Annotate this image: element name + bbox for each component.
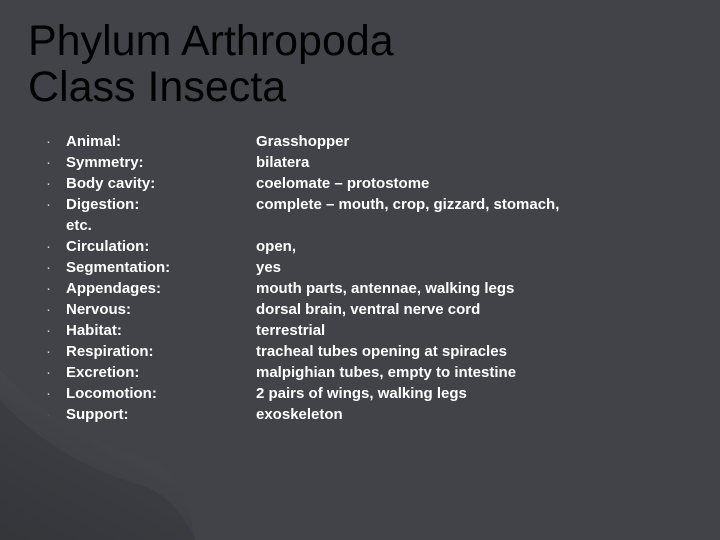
characteristic-value: exoskeleton (256, 406, 692, 423)
bullet-icon: · (46, 259, 66, 276)
characteristic-label: Animal: (66, 133, 256, 150)
list-item: ·Respiration:tracheal tubes opening at s… (46, 343, 692, 360)
bullet-icon: · (46, 238, 66, 255)
bullet-icon: · (46, 175, 66, 192)
characteristic-label: Appendages: (66, 280, 256, 297)
bullet-icon: · (46, 406, 66, 423)
characteristic-value: tracheal tubes opening at spiracles (256, 343, 692, 360)
list-item: ·Appendages:mouth parts, antennae, walki… (46, 280, 692, 297)
bullet-icon: · (46, 301, 66, 318)
list-item-continuation: etc. (46, 217, 692, 234)
characteristic-label: Symmetry: (66, 154, 256, 171)
characteristic-value: dorsal brain, ventral nerve cord (256, 301, 692, 318)
bullet-icon: · (46, 280, 66, 297)
characteristic-label: Habitat: (66, 322, 256, 339)
list-item: ·Segmentation:yes (46, 259, 692, 276)
list-item: ·Support:exoskeleton (46, 406, 692, 423)
characteristic-label: Locomotion: (66, 385, 256, 402)
title-line-2: Class Insecta (28, 63, 286, 111)
characteristic-label: Digestion: (66, 196, 256, 213)
list-item: ·Habitat:terrestrial (46, 322, 692, 339)
bullet-icon: · (46, 364, 66, 381)
characteristic-value: mouth parts, antennae, walking legs (256, 280, 692, 297)
characteristic-label: Nervous: (66, 301, 256, 318)
bullet-icon: · (46, 343, 66, 360)
characteristic-label: Support: (66, 406, 256, 423)
characteristic-value: Grasshopper (256, 133, 692, 150)
bullet-icon: · (46, 154, 66, 171)
characteristic-label: Circulation: (66, 238, 256, 255)
characteristic-value: malpighian tubes, empty to intestine (256, 364, 692, 381)
characteristic-label: Segmentation: (66, 259, 256, 276)
characteristic-value: yes (256, 259, 692, 276)
list-item: ·Excretion:malpighian tubes, empty to in… (46, 364, 692, 381)
list-item: ·Animal:Grasshopper (46, 133, 692, 150)
list-item: ·Nervous:dorsal brain, ventral nerve cor… (46, 301, 692, 318)
characteristic-value: complete – mouth, crop, gizzard, stomach… (256, 196, 692, 213)
title-line-1: Phylum Arthropoda (28, 17, 394, 65)
characteristic-value: 2 pairs of wings, walking legs (256, 385, 692, 402)
characteristic-label: Respiration: (66, 343, 256, 360)
characteristic-label: Body cavity: (66, 175, 256, 192)
characteristic-label: Excretion: (66, 364, 256, 381)
characteristic-value: bilatera (256, 154, 692, 171)
list-item: ·Body cavity:coelomate – protostome (46, 175, 692, 192)
bullet-icon: · (46, 322, 66, 339)
characteristics-list: ·Animal:Grasshopper·Symmetry:bilatera·Bo… (28, 133, 692, 423)
list-item: ·Digestion:complete – mouth, crop, gizza… (46, 196, 692, 213)
bullet-icon: · (46, 196, 66, 213)
slide: Phylum Arthropoda Class Insecta ·Animal:… (0, 0, 720, 540)
bullet-icon: · (46, 385, 66, 402)
page-title: Phylum Arthropoda Class Insecta (28, 18, 692, 111)
characteristic-value: terrestrial (256, 322, 692, 339)
list-item: ·Locomotion:2 pairs of wings, walking le… (46, 385, 692, 402)
list-item: ·Circulation:open, (46, 238, 692, 255)
bullet-icon: · (46, 133, 66, 150)
characteristic-value: open, (256, 238, 692, 255)
characteristic-value: coelomate – protostome (256, 175, 692, 192)
list-item: ·Symmetry:bilatera (46, 154, 692, 171)
